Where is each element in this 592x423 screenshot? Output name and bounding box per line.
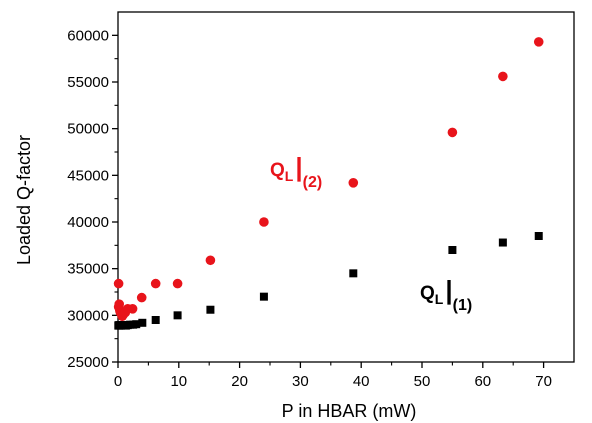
y-axis-title: Loaded Q-factor <box>14 135 34 265</box>
data-point-series-2 <box>150 278 161 289</box>
data-point-series-1 <box>132 320 141 329</box>
y-tick-label: 60000 <box>67 27 109 44</box>
y-tick-label: 45000 <box>67 167 109 184</box>
data-point-series-1 <box>138 318 147 327</box>
x-tick-label: 40 <box>353 373 370 390</box>
data-point-series-1 <box>173 311 182 320</box>
series-1-label-bar: | <box>445 275 452 305</box>
x-axis-title: P in HBAR (mW) <box>282 401 417 421</box>
data-point-series-1 <box>151 316 160 324</box>
data-point-series-2 <box>113 278 124 289</box>
y-tick-label: 40000 <box>67 214 109 231</box>
series-label-1: QL|(1) <box>420 275 472 314</box>
x-tick-label: 0 <box>114 373 122 390</box>
y-tick-label: 50000 <box>67 121 109 138</box>
series-1-label-sub: L <box>435 291 444 307</box>
y-tick-label: 25000 <box>67 354 109 371</box>
data-point-series-1 <box>259 292 268 301</box>
data-point-series-2 <box>259 217 269 227</box>
data-point-series-2 <box>447 127 458 138</box>
y-tick-label: 55000 <box>67 74 109 91</box>
x-tick-label: 30 <box>292 373 309 390</box>
data-point-series-1 <box>206 305 215 314</box>
data-point-series-2 <box>533 37 544 47</box>
data-point-series-2 <box>172 278 183 289</box>
data-point-series-2 <box>127 304 138 314</box>
series-2-label-sub: L <box>285 168 294 184</box>
data-point-series-1 <box>534 232 543 240</box>
x-tick-label: 70 <box>535 373 552 390</box>
data-point-series-1 <box>448 246 457 254</box>
series-2-label-index: (2) <box>303 174 323 191</box>
data-point-series-2 <box>205 255 216 266</box>
plot-frame <box>117 11 575 363</box>
data-point-series-2 <box>498 71 508 82</box>
x-tick-label: 60 <box>474 373 491 390</box>
x-tick-label: 50 <box>414 373 431 390</box>
y-tick-label: 35000 <box>67 261 109 278</box>
data-point-series-2 <box>136 292 147 303</box>
data-point-series-1 <box>498 238 507 247</box>
series-2-label-main: Q <box>270 160 285 181</box>
series-label-2: QL|(2) <box>270 152 322 191</box>
series-2-label-bar: | <box>295 152 302 182</box>
data-point-series-2 <box>348 178 359 188</box>
series-1-label-index: (1) <box>453 297 473 314</box>
data-point-series-1 <box>349 269 358 278</box>
x-tick-label: 20 <box>231 373 248 390</box>
series-1-label-main: Q <box>420 283 435 304</box>
y-tick-label: 30000 <box>67 307 109 324</box>
x-tick-label: 10 <box>170 373 187 390</box>
